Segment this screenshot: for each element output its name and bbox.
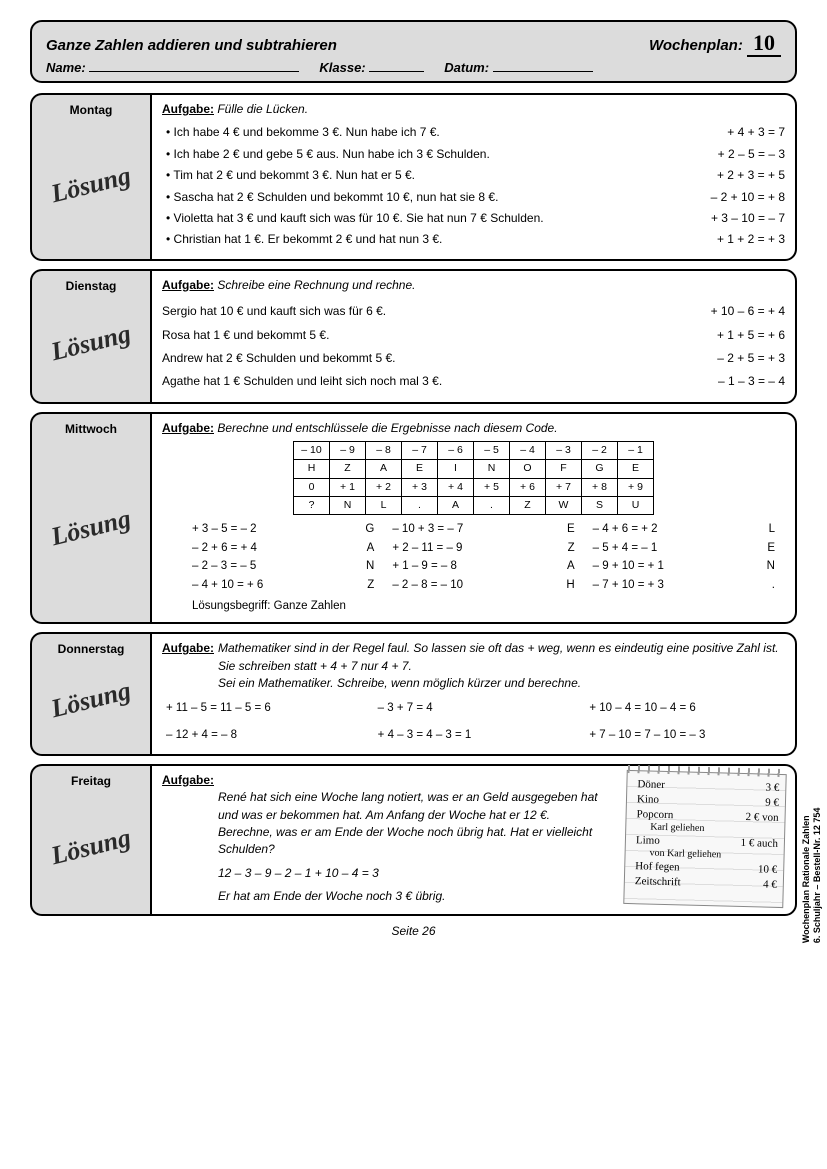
worksheet-header: Ganze Zahlen addieren und subtrahieren W… (30, 20, 797, 83)
calc-item: + 7 – 10 = 7 – 10 = – 3 (589, 727, 781, 744)
day-donnerstag: Donnerstag Lösung Aufgabe: Mathematiker … (30, 632, 797, 756)
wochenplan-label: Wochenplan: 10 (649, 30, 781, 56)
day-dienstag: Dienstag Lösung Aufgabe: Schreibe eine R… (30, 269, 797, 404)
aufgabe-label: Aufgabe: (162, 102, 214, 116)
calc-item: – 3 + 7 = 4 (378, 700, 570, 717)
note-line: Zeitschrift4 € (635, 874, 777, 893)
list-item: Ich habe 2 € und gebe 5 € aus. Nun habe … (166, 144, 785, 165)
calc-item: – 10 + 3 = – 7E (392, 521, 574, 538)
calc-item: – 4 + 10 = + 6Z (192, 577, 374, 594)
loesung-stamp: Lösung (48, 504, 134, 553)
calc-item: – 4 + 6 = + 2L (593, 521, 775, 538)
day-name: Freitag (71, 774, 111, 788)
calc-item: – 5 + 4 = – 1E (593, 540, 775, 557)
loesung-stamp: Lösung (48, 161, 134, 210)
day-freitag: Freitag Lösung Aufgabe: René hat sich ei… (30, 764, 797, 916)
datum-field: Datum: (444, 60, 592, 75)
day-montag: Montag Lösung Aufgabe: Fülle die Lücken.… (30, 93, 797, 261)
solution-word: Lösungsbegriff: Ganze Zahlen (162, 598, 785, 615)
list-item: Andrew hat 2 € Schulden und bekommt 5 €.… (162, 347, 785, 370)
list-item: Violetta hat 3 € und kauft sich was für … (166, 208, 785, 229)
day-name: Dienstag (66, 279, 117, 293)
name-field: Name: (46, 60, 299, 75)
wochenplan-number: 10 (747, 30, 781, 57)
calc-item: – 7 + 10 = + 3. (593, 577, 775, 594)
loesung-stamp: Lösung (48, 676, 134, 725)
freitag-answer: Er hat am Ende der Woche noch 3 € übrig. (162, 888, 613, 905)
calc-item: – 12 + 4 = – 8 (166, 727, 358, 744)
calc-item: + 4 – 3 = 4 – 3 = 1 (378, 727, 570, 744)
calc-item: – 2 – 8 = – 10H (392, 577, 574, 594)
day-name: Mittwoch (65, 422, 117, 436)
klasse-field: Klasse: (319, 60, 424, 75)
day-name: Donnerstag (58, 642, 125, 656)
list-item: Tim hat 2 € und bekommt 3 €. Nun hat er … (166, 165, 785, 186)
list-item: Sascha hat 2 € Schulden und bekommt 10 €… (166, 187, 785, 208)
list-item: Ich habe 4 € und bekomme 3 €. Nun habe i… (166, 122, 785, 143)
calc-item: – 9 + 10 = + 1N (593, 558, 775, 575)
calc-item: + 2 – 11 = – 9Z (392, 540, 574, 557)
list-item: Rosa hat 1 € und bekommt 5 €.+ 1 + 5 = +… (162, 324, 785, 347)
day-mittwoch: Mittwoch Lösung Aufgabe: Berechne und en… (30, 412, 797, 625)
expense-note: Döner3 €Kino9 €Popcorn2 € vonKarl gelieh… (623, 770, 786, 908)
calc-item: – 2 + 6 = + 4A (192, 540, 374, 557)
loesung-stamp: Lösung (48, 823, 134, 872)
page-number: Seite 26 (30, 924, 797, 938)
calc-item: – 2 – 3 = – 5N (192, 558, 374, 575)
calc-item: + 11 – 5 = 11 – 5 = 6 (166, 700, 358, 717)
list-item: Christian hat 1 €. Er bekommt 2 € und ha… (166, 229, 785, 250)
code-table: – 10– 9– 8– 7– 6– 5– 4– 3– 2– 1HZAEINOFG… (293, 441, 654, 515)
loesung-stamp: Lösung (48, 318, 134, 367)
list-item: Agathe hat 1 € Schulden und leiht sich n… (162, 370, 785, 393)
calc-item: + 1 – 9 = – 8A (392, 558, 574, 575)
side-publisher: Wochenplan Rationale Zahlen6. Schuljahr … (801, 808, 823, 944)
calc-item: + 10 – 4 = 10 – 4 = 6 (589, 700, 781, 717)
list-item: Sergio hat 10 € und kauft sich was für 6… (162, 300, 785, 323)
calc-item: + 3 – 5 = – 2G (192, 521, 374, 538)
worksheet-title: Ganze Zahlen addieren und subtrahieren (46, 37, 337, 54)
day-name: Montag (70, 103, 113, 117)
freitag-calc: 12 – 3 – 9 – 2 – 1 + 10 – 4 = 3 (162, 865, 613, 882)
